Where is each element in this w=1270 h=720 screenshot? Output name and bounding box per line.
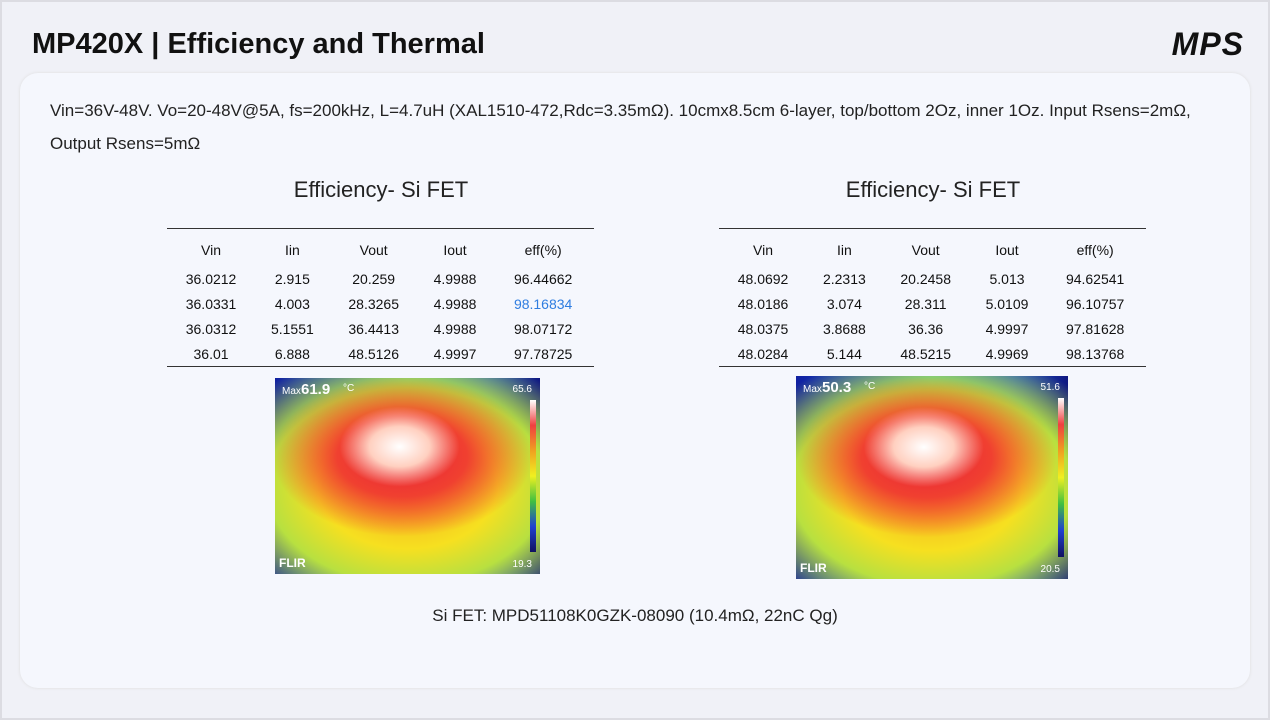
thermal-max: 50.3 xyxy=(822,379,852,396)
column-header: Iout xyxy=(443,241,467,258)
table-cell: 48.0284 xyxy=(737,345,789,362)
table-cell: 28.3265 xyxy=(348,295,399,312)
thermal-scale-high: 51.6 xyxy=(1040,382,1060,393)
thermal-image: Max 61.9 °C 65.6 19.3 FLIR xyxy=(275,378,540,574)
column-header: Iin xyxy=(284,241,300,258)
table-cell: 5.013 xyxy=(989,270,1025,287)
column-header: eff(%) xyxy=(524,241,562,258)
table-row: 48.0186 3.074 28.311 5.0109 96.10757 xyxy=(719,291,1146,316)
panel-title: Efficiency- Si FET xyxy=(293,177,469,202)
table-cell: 96.10757 xyxy=(1065,295,1125,312)
table-cell: 36.36 xyxy=(908,320,944,337)
thermal-max: 61.9 xyxy=(301,381,331,398)
table-cell: 4.9997 xyxy=(985,320,1029,337)
table-cell: 20.259 xyxy=(352,270,396,287)
table-head: Vin Iin Vout Iout eff(%) xyxy=(167,229,594,267)
table-body: 48.0692 2.2313 20.2458 5.013 94.62541 48.0186… xyxy=(719,266,1146,367)
color-scale xyxy=(530,400,536,552)
color-scale xyxy=(1058,398,1064,557)
table-cell: 98.16834 xyxy=(513,295,573,312)
thermal-scale-high: 65.6 xyxy=(512,384,532,395)
thermal-unit: °C xyxy=(343,383,355,394)
table-cell: 2.915 xyxy=(274,270,310,287)
table-cell: 3.8688 xyxy=(822,320,866,337)
table-cell: 97.81628 xyxy=(1065,320,1125,337)
table-cell: 6.888 xyxy=(274,345,310,362)
efficiency-table: Vin Iin Vout Iout eff(%) 48.0692 2.2313 20.2458… xyxy=(719,228,1146,367)
table-cell: 2.2313 xyxy=(822,270,866,287)
column-header: Vout xyxy=(359,241,388,258)
table-row: 36.0312 5.1551 36.4413 4.9988 98.07172 xyxy=(167,316,594,341)
column-header: Iout xyxy=(995,241,1019,258)
table-cell: 36.0212 xyxy=(185,270,237,287)
table-row: 36.01 6.888 48.5126 4.9997 97.78725 xyxy=(167,341,594,367)
header-row: Vin Iin Vout Iout eff(%) xyxy=(167,229,594,267)
thermal-max-label: Max xyxy=(803,384,822,395)
column-header: Vin xyxy=(201,241,222,258)
table-cell: 98.07172 xyxy=(513,320,573,337)
table-cell: 36.0312 xyxy=(185,320,237,337)
table-cell: 97.78725 xyxy=(513,345,573,362)
column-header: Vout xyxy=(911,241,940,258)
thermal-scale-low: 20.5 xyxy=(1040,564,1060,575)
content-card: Vin=36V-48V. Vo=20-48V@5A, fs=200kHz, L=… xyxy=(20,73,1250,688)
table-cell: 48.0186 xyxy=(737,295,789,312)
table-head: Vin Iin Vout Iout eff(%) xyxy=(719,229,1146,267)
thermal-unit: °C xyxy=(864,381,876,392)
column-header: Iin xyxy=(836,241,852,258)
column-header: Vin xyxy=(753,241,774,258)
header-row: Vin Iin Vout Iout eff(%) xyxy=(719,229,1146,267)
table-body: 36.0212 2.915 20.259 4.9988 96.44662 36.0331 4… xyxy=(167,266,594,367)
table-cell: 96.44662 xyxy=(513,270,573,287)
table-row: 48.0284 5.144 48.5215 4.9969 98.13768 xyxy=(719,341,1146,367)
panel-title: Efficiency- Si FET xyxy=(845,177,1021,202)
table-cell: 94.62541 xyxy=(1065,270,1125,287)
table-cell: 4.9988 xyxy=(433,320,477,337)
thermal-brand: FLIR xyxy=(800,561,827,575)
table-cell: 48.5215 xyxy=(900,345,951,362)
table-cell: 48.5126 xyxy=(348,345,399,362)
thermal-image: Max 50.3 °C 51.6 20.5 FLIR xyxy=(796,376,1068,579)
table-cell: 4.9997 xyxy=(433,345,477,362)
thermal-brand: FLIR xyxy=(279,556,306,570)
table-cell: 98.13768 xyxy=(1065,345,1125,362)
thermal-scale-low: 19.3 xyxy=(512,559,532,570)
caption: Si FET: MPD51108K0GZK-08090 (10.4mΩ, 22n… xyxy=(432,606,838,625)
efficiency-table: Vin Iin Vout Iout eff(%) 36.0212 2.915 20.259 4.… xyxy=(167,228,594,367)
column-header: eff(%) xyxy=(1076,241,1114,258)
thermal-max-label: Max xyxy=(282,386,301,397)
table-cell: 36.0331 xyxy=(185,295,237,312)
table-cell: 20.2458 xyxy=(900,270,951,287)
logo: MPS xyxy=(1171,26,1244,62)
title: MP420X | Efficiency and Thermal xyxy=(32,28,485,60)
table-cell: 5.1551 xyxy=(270,320,314,337)
table-cell: 4.003 xyxy=(274,295,310,312)
table-cell: 36.01 xyxy=(193,345,229,362)
table-row: 36.0331 4.003 28.3265 4.9988 98.16834 xyxy=(167,291,594,316)
table-cell: 4.9988 xyxy=(433,270,477,287)
table-row: 48.0692 2.2313 20.2458 5.013 94.62541 xyxy=(719,266,1146,291)
table-cell: 3.074 xyxy=(826,295,862,312)
description: Vin=36V-48V. Vo=20-48V@5A, fs=200kHz, L=… xyxy=(50,101,1191,153)
table-cell: 4.9969 xyxy=(985,345,1029,362)
table-cell: 5.144 xyxy=(826,345,862,362)
table-cell: 28.311 xyxy=(904,295,947,312)
table-row: 36.0212 2.915 20.259 4.9988 96.44662 xyxy=(167,266,594,291)
table-row: 48.0375 3.8688 36.36 4.9997 97.81628 xyxy=(719,316,1146,341)
table-cell: 36.4413 xyxy=(348,320,399,337)
table-cell: 48.0375 xyxy=(737,320,789,337)
table-cell: 48.0692 xyxy=(737,270,789,287)
table-cell: 5.0109 xyxy=(985,295,1029,312)
table-cell: 4.9988 xyxy=(433,295,477,312)
